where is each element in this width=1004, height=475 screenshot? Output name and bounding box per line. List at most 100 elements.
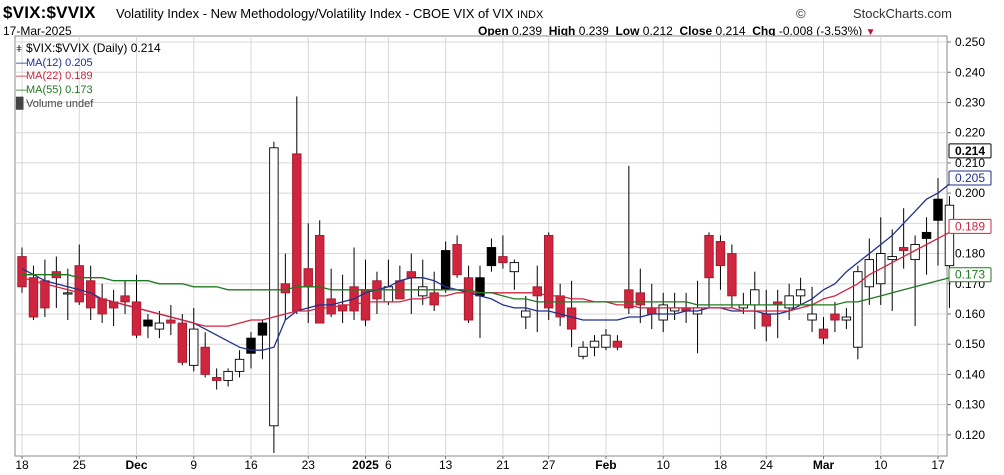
candle-body bbox=[612, 340, 623, 348]
candle-body bbox=[166, 319, 176, 324]
candle-body bbox=[944, 204, 955, 267]
candle-body bbox=[532, 286, 542, 297]
candle-body bbox=[383, 286, 394, 303]
ma-line bbox=[22, 274, 962, 306]
candle-body bbox=[74, 265, 84, 303]
plot-area bbox=[14, 35, 948, 457]
legend-volume: ▉ Volume undef bbox=[16, 97, 93, 110]
y-tick-label: 0.140 bbox=[955, 367, 985, 381]
candle-body bbox=[257, 322, 268, 336]
y-tick-label: 0.160 bbox=[955, 307, 985, 321]
ohlc-readout: Open 0.239 High 0.239 Low 0.212 Close 0.… bbox=[478, 24, 876, 38]
current-value-box bbox=[948, 143, 992, 159]
candle-body bbox=[63, 292, 73, 295]
low-value: 0.212 bbox=[642, 24, 673, 38]
candle-body bbox=[429, 292, 439, 306]
candle-body bbox=[818, 328, 829, 339]
x-tick-label: 10 bbox=[657, 458, 671, 472]
candle-body bbox=[704, 234, 714, 279]
legend-ma55: —MA(55) 0.173 bbox=[16, 84, 93, 96]
candle-body bbox=[898, 247, 909, 251]
y-tick-label: 0.180 bbox=[955, 247, 985, 261]
candle-body bbox=[784, 295, 794, 309]
current-value-label: 0.189 bbox=[955, 219, 985, 233]
candle-body bbox=[223, 370, 233, 381]
x-tick-label: 25 bbox=[73, 458, 87, 472]
x-tick-label: 18 bbox=[714, 458, 728, 472]
candle-body bbox=[269, 147, 279, 427]
candle-body bbox=[795, 289, 806, 297]
candle-body bbox=[635, 292, 645, 306]
volume-bars-icon: ▉ bbox=[16, 98, 25, 110]
y-tick-label: 0.150 bbox=[955, 337, 985, 351]
candle-body bbox=[498, 256, 508, 264]
candle-body bbox=[452, 244, 462, 276]
candle-body bbox=[807, 313, 817, 321]
x-tick-label: 21 bbox=[496, 458, 510, 472]
close-value: 0.214 bbox=[715, 24, 746, 38]
chg-label: Chg bbox=[752, 24, 776, 38]
y-tick-label: 0.130 bbox=[955, 398, 985, 412]
chart-date: 17-Mar-2025 bbox=[3, 24, 72, 38]
candle-body bbox=[131, 301, 142, 336]
x-tick-label: Dec bbox=[125, 458, 147, 472]
candle-body bbox=[189, 328, 199, 366]
current-value-box bbox=[948, 267, 992, 283]
high-label: High bbox=[548, 24, 576, 38]
candle-body bbox=[97, 298, 107, 315]
candle-body bbox=[120, 295, 130, 303]
y-tick-label: 0.200 bbox=[955, 186, 985, 200]
chart-header: $VIX:$VVIX Volatility Index - New Method… bbox=[0, 0, 1004, 40]
candle-body bbox=[406, 271, 416, 279]
line-icon: — bbox=[16, 57, 27, 69]
candle-body bbox=[486, 247, 497, 267]
current-value-label: 0.173 bbox=[955, 268, 985, 282]
candle-body bbox=[303, 268, 313, 288]
y-tick-label: 0.120 bbox=[955, 428, 985, 442]
candle-body bbox=[143, 319, 153, 327]
legend-ma22: —MA(22) 0.189 bbox=[16, 70, 93, 82]
open-label: Open bbox=[478, 24, 509, 38]
candle-body bbox=[658, 304, 668, 321]
candle-body bbox=[750, 289, 760, 306]
candle-body bbox=[887, 256, 897, 261]
y-tick-label: 0.240 bbox=[955, 65, 985, 79]
legend-ma12: —MA(12) 0.205 bbox=[16, 57, 93, 69]
x-tick-label: 24 bbox=[760, 458, 774, 472]
candle-body bbox=[200, 346, 210, 375]
candle-body bbox=[578, 346, 588, 357]
candlestick-icon: ⧧ bbox=[16, 41, 23, 55]
description-text: Volatility Index - New Methodology/Volat… bbox=[116, 6, 514, 21]
candle-body bbox=[509, 262, 520, 273]
current-value-label: 0.205 bbox=[955, 171, 985, 185]
candle-body bbox=[647, 307, 657, 315]
candle-body bbox=[154, 322, 165, 330]
candle-body bbox=[211, 376, 222, 381]
stockcharts-logo-icon: © bbox=[796, 6, 806, 21]
high-value: 0.239 bbox=[578, 24, 609, 38]
x-tick-label: 16 bbox=[244, 458, 258, 472]
candle-body bbox=[933, 198, 943, 221]
y-tick-label: 0.210 bbox=[955, 156, 985, 170]
symbol-description: Volatility Index - New Methodology/Volat… bbox=[116, 6, 543, 21]
x-tick-label: Mar bbox=[813, 458, 835, 472]
candle-body bbox=[841, 316, 852, 321]
candle-body bbox=[589, 340, 600, 348]
candle-body bbox=[830, 313, 840, 321]
close-label: Close bbox=[679, 24, 713, 38]
legend-ma22-text: MA(22) 0.189 bbox=[26, 70, 93, 82]
brand-label: StockCharts.com bbox=[853, 6, 952, 21]
candle-body bbox=[234, 358, 245, 372]
legend-main-text: $VIX:$VVIX (Daily) 0.214 bbox=[26, 41, 161, 55]
x-tick-label: Feb bbox=[595, 458, 616, 472]
candle-body bbox=[326, 298, 336, 315]
candle-body bbox=[463, 277, 474, 321]
x-tick-label: 9 bbox=[190, 458, 197, 472]
x-tick-label: 17 bbox=[931, 458, 945, 472]
y-tick-label: 0.250 bbox=[955, 35, 985, 49]
x-tick-label: 18 bbox=[15, 458, 29, 472]
candle-body bbox=[761, 313, 771, 327]
candle-body bbox=[315, 234, 325, 324]
open-value: 0.239 bbox=[512, 24, 543, 38]
